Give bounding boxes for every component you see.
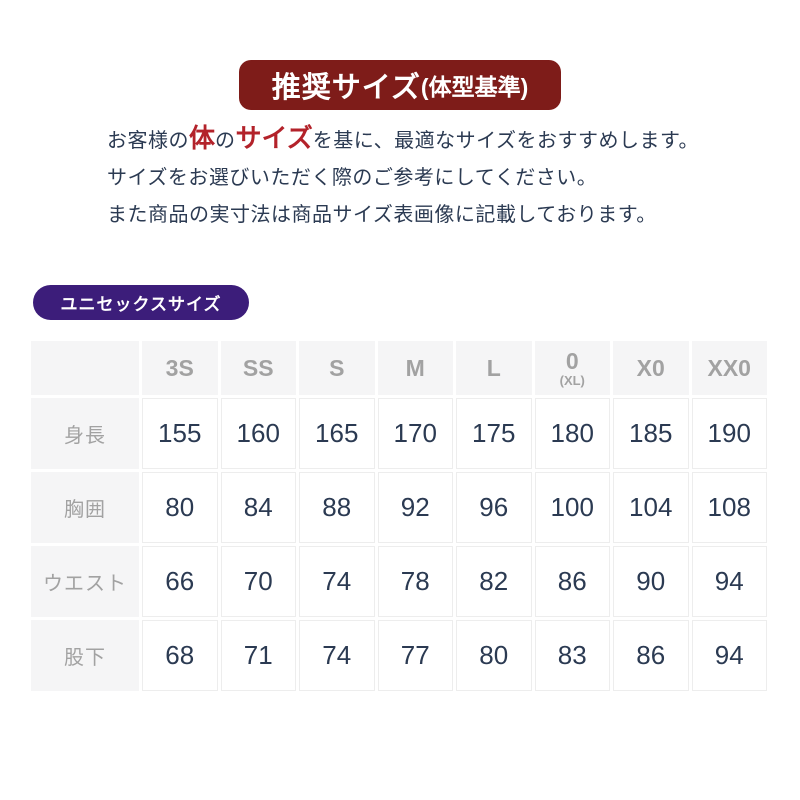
measurement-cell: 170 xyxy=(377,398,453,469)
measurement-cell: 71 xyxy=(220,620,296,691)
description-text: の xyxy=(215,130,236,152)
table-row: 身長 155 160 165 170 175 180 185 190 xyxy=(31,398,767,469)
size-column-label: 0 xyxy=(565,347,579,374)
measurement-cell: 86 xyxy=(534,546,610,617)
size-column-label: 3S xyxy=(165,354,194,381)
measurement-cell: 94 xyxy=(691,620,767,691)
size-column-header: SS xyxy=(220,341,296,395)
table-row: 股下 68 71 74 77 80 83 86 94 xyxy=(31,620,767,691)
row-label: ウエスト xyxy=(31,546,139,617)
measurement-cell: 83 xyxy=(534,620,610,691)
measurement-cell: 82 xyxy=(456,546,532,617)
row-label: 胸囲 xyxy=(31,472,139,543)
description-line-1: お客様の体のサイズを基に、最適なサイズをおすすめします。 xyxy=(107,120,727,160)
size-column-label: SS xyxy=(242,354,274,381)
description-text: を基に、最適なサイズをおすすめします。 xyxy=(312,130,700,152)
measurement-cell: 88 xyxy=(299,472,375,543)
measurement-cell: 77 xyxy=(377,620,453,691)
measurement-cell: 80 xyxy=(142,472,218,543)
size-column-header: X0 xyxy=(613,341,689,395)
banner-title: 推奨サイズ xyxy=(271,72,421,104)
measurement-cell: 94 xyxy=(691,546,767,617)
measurement-cell: 90 xyxy=(613,546,689,617)
size-table-header-row: 3S SS S M L 0 (XL) X0 XX0 xyxy=(31,341,767,395)
row-label: 股下 xyxy=(31,620,139,691)
measurement-cell: 66 xyxy=(142,546,218,617)
size-table: 3S SS S M L 0 (XL) X0 XX0 身長 155 160 165 170 175 180 18… xyxy=(28,338,770,694)
measurement-cell: 86 xyxy=(613,620,689,691)
table-row: 胸囲 80 84 88 92 96 100 104 108 xyxy=(31,472,767,543)
size-column-sublabel: (XL) xyxy=(559,372,585,388)
measurement-cell: 78 xyxy=(377,546,453,617)
description-accent-text: サイズ xyxy=(235,123,313,153)
size-column-label: L xyxy=(486,354,501,381)
size-column-label: M xyxy=(405,354,425,381)
table-row: ウエスト 66 70 74 78 82 86 90 94 xyxy=(31,546,767,617)
measurement-cell: 100 xyxy=(534,472,610,543)
measurement-cell: 190 xyxy=(691,398,767,469)
size-column-header: L xyxy=(456,341,532,395)
size-column-label: X0 xyxy=(636,354,665,381)
size-column-header: 3S xyxy=(142,341,218,395)
measurement-cell: 165 xyxy=(299,398,375,469)
measurement-cell: 68 xyxy=(142,620,218,691)
recommended-size-banner: 推奨サイズ (体型基準) xyxy=(239,60,561,110)
measurement-cell: 155 xyxy=(142,398,218,469)
measurement-cell: 96 xyxy=(456,472,532,543)
unisex-size-badge: ユニセックスサイズ xyxy=(33,285,249,320)
description-accent-text: 体 xyxy=(189,123,216,153)
measurement-cell: 92 xyxy=(377,472,453,543)
measurement-cell: 185 xyxy=(613,398,689,469)
description-line-3: また商品の実寸法は商品サイズ表画像に記載しております。 xyxy=(107,204,657,226)
measurement-cell: 108 xyxy=(691,472,767,543)
size-column-header: XX0 xyxy=(691,341,767,395)
banner-title-paren: (体型基準) xyxy=(420,74,529,100)
measurement-cell: 180 xyxy=(534,398,610,469)
size-table-corner-cell xyxy=(31,341,139,395)
unisex-size-badge-label: ユニセックスサイズ xyxy=(60,295,222,314)
row-label: 身長 xyxy=(31,398,139,469)
measurement-cell: 74 xyxy=(299,546,375,617)
size-column-label: S xyxy=(329,354,345,381)
size-table-body: 身長 155 160 165 170 175 180 185 190 胸囲 80 84 88 92 96 10… xyxy=(31,398,767,691)
description-text: お客様の xyxy=(107,130,189,152)
description-line-2: サイズをお選びいただく際のご参考にしてください。 xyxy=(107,167,598,189)
size-column-label: XX0 xyxy=(707,354,751,381)
measurement-cell: 104 xyxy=(613,472,689,543)
size-column-header: S xyxy=(299,341,375,395)
measurement-cell: 74 xyxy=(299,620,375,691)
measurement-cell: 175 xyxy=(456,398,532,469)
size-column-header: 0 (XL) xyxy=(534,341,610,395)
size-guide-description: お客様の体のサイズを基に、最適なサイズをおすすめします。 サイズをお選びいただく… xyxy=(107,120,727,234)
measurement-cell: 70 xyxy=(220,546,296,617)
measurement-cell: 80 xyxy=(456,620,532,691)
size-column-header: M xyxy=(377,341,453,395)
measurement-cell: 160 xyxy=(220,398,296,469)
measurement-cell: 84 xyxy=(220,472,296,543)
